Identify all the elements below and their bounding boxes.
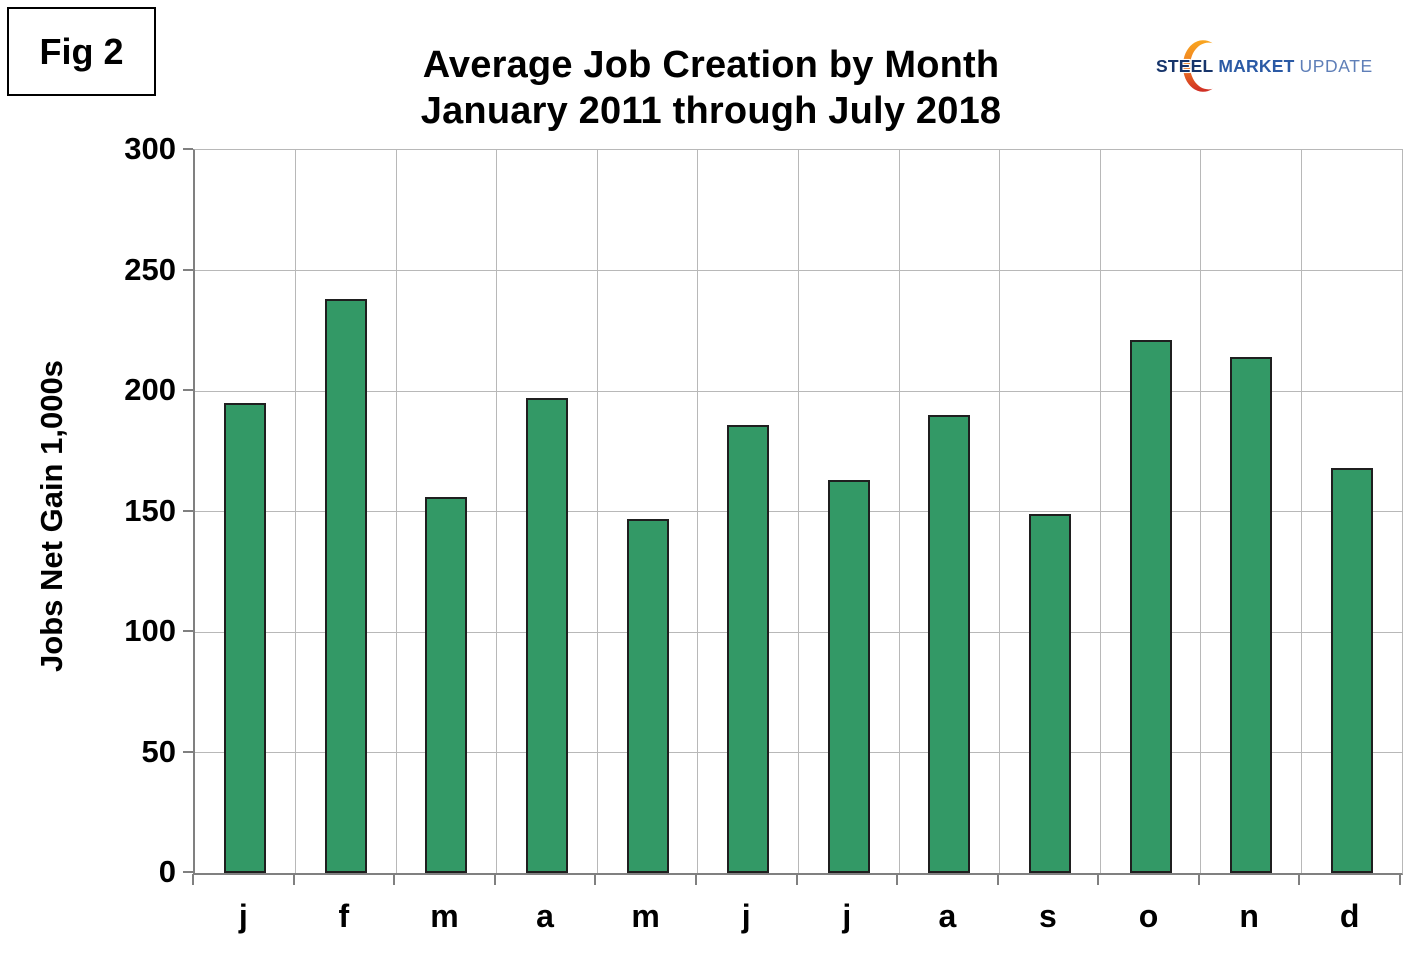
gridline-vertical [898, 150, 900, 873]
y-axis-tick [183, 871, 193, 873]
x-category-label: d [1339, 898, 1360, 934]
x-category-label: o [1138, 898, 1159, 934]
bar-m-5 [626, 519, 669, 873]
chart-title: Average Job Creation by Month January 20… [0, 42, 1422, 134]
x-category-label: a [938, 898, 957, 934]
gridline-vertical [596, 150, 598, 873]
y-axis-tick [183, 750, 193, 753]
gridline-vertical [1300, 150, 1302, 873]
bar-j-1 [224, 403, 267, 873]
logo-text: STEEL MARKET UPDATE [1156, 56, 1373, 77]
x-category-label: f [338, 898, 350, 934]
x-axis-tick [594, 874, 597, 885]
x-axis-tick [1399, 874, 1401, 885]
y-axis-tick [183, 630, 193, 632]
bar-a-4 [526, 398, 569, 873]
x-axis-tick [896, 874, 899, 885]
y-tick-label: 50 [141, 733, 176, 769]
y-axis-tick [183, 509, 193, 512]
x-axis-tick [493, 874, 496, 885]
gridline-vertical [295, 150, 297, 873]
steel-market-update-logo: STEEL MARKET UPDATE [1146, 36, 1422, 98]
y-tick-label: 0 [158, 854, 176, 889]
bar-a-8 [928, 415, 971, 873]
y-tick-label: 200 [124, 372, 176, 407]
y-tick-label: 250 [124, 251, 176, 287]
x-axis-tick [694, 874, 697, 885]
logo-word-steel: STEEL [1156, 56, 1214, 76]
y-tick-label: 150 [124, 492, 176, 528]
gridline-vertical [1099, 150, 1101, 873]
gridline-vertical [798, 150, 799, 873]
chart-title-line1: Average Job Creation by Month [422, 44, 1000, 86]
x-category-label: s [1039, 898, 1057, 934]
y-tick-label: 300 [124, 131, 176, 166]
chart-title-line2: January 2011 through July 2018 [420, 90, 1002, 132]
y-axis-tick [183, 148, 193, 150]
x-axis-tick [1298, 874, 1301, 885]
figure-label: Fig 2 [39, 30, 124, 72]
bar-n-11 [1230, 357, 1273, 873]
x-axis-tick [795, 874, 798, 885]
bar-j-7 [827, 480, 870, 873]
crescent-swoosh-icon [1182, 40, 1213, 92]
x-category-label: j [842, 898, 852, 934]
x-axis-tick [292, 874, 295, 885]
y-tick-label: 100 [124, 613, 176, 648]
x-axis-tick [393, 874, 396, 885]
x-category-label: a [536, 898, 554, 934]
logo-word-update: UPDATE [1299, 56, 1373, 76]
bar-f-2 [324, 299, 367, 873]
y-axis-tick [183, 268, 193, 271]
gridline-vertical [496, 150, 498, 873]
bar-m-3 [425, 497, 468, 873]
figure-label-box: Fig 2 [7, 7, 156, 96]
x-category-label: n [1239, 898, 1259, 934]
x-axis-tick [1197, 874, 1200, 885]
x-axis-tick [192, 874, 194, 885]
gridline-vertical [395, 150, 397, 873]
x-axis-tick [1097, 874, 1100, 885]
gridline-vertical [697, 150, 699, 873]
x-axis-tick [996, 874, 999, 885]
bar-s-9 [1028, 514, 1071, 873]
plot-area [193, 149, 1403, 875]
x-category-label: m [631, 898, 660, 934]
x-category-label: m [430, 898, 459, 934]
x-category-label: j [238, 898, 248, 934]
y-axis-tick [183, 389, 193, 391]
gridline-vertical [999, 150, 1001, 873]
logo-word-market: MARKET [1218, 56, 1295, 76]
bar-o-10 [1129, 340, 1172, 873]
gridline-vertical [1200, 150, 1202, 873]
bar-j-6 [727, 425, 770, 873]
bar-d-12 [1330, 468, 1373, 873]
x-category-label: j [741, 898, 751, 934]
